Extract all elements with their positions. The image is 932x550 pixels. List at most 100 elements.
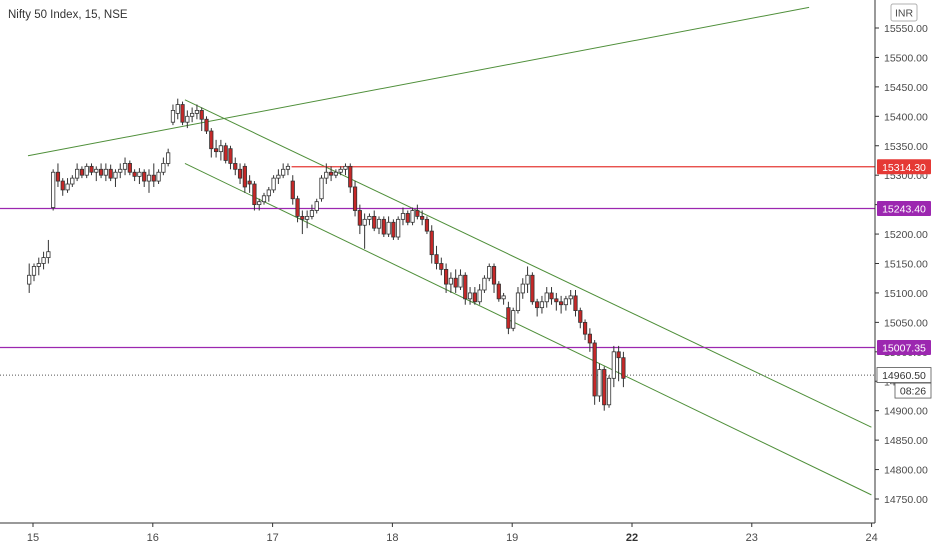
trend-line-3[interactable] — [184, 162, 872, 496]
candle[interactable] — [463, 272, 468, 305]
candle[interactable] — [27, 263, 32, 293]
candle[interactable] — [324, 163, 329, 185]
candle[interactable] — [276, 169, 281, 185]
candle[interactable] — [338, 166, 343, 176]
trend-line-2[interactable] — [184, 99, 872, 428]
candle[interactable] — [405, 210, 410, 226]
candle[interactable] — [592, 340, 597, 405]
candle[interactable] — [429, 225, 434, 264]
candle[interactable] — [84, 163, 89, 179]
candle[interactable] — [424, 216, 430, 235]
candle[interactable] — [487, 263, 492, 282]
candle[interactable] — [472, 287, 477, 305]
candle[interactable] — [458, 269, 463, 290]
candle[interactable] — [400, 207, 406, 226]
candle[interactable] — [175, 98, 180, 120]
candle[interactable] — [616, 345, 621, 382]
candle[interactable] — [127, 160, 132, 176]
candle[interactable] — [410, 207, 415, 226]
candle[interactable] — [75, 163, 80, 182]
candle[interactable] — [621, 351, 626, 388]
candle[interactable] — [367, 213, 372, 226]
candle[interactable] — [467, 287, 473, 305]
candle[interactable] — [118, 163, 123, 179]
candle[interactable] — [554, 292, 559, 311]
candle[interactable] — [79, 166, 85, 179]
candle[interactable] — [453, 269, 458, 293]
candle[interactable] — [36, 257, 41, 276]
candle[interactable] — [482, 275, 487, 293]
candle[interactable] — [108, 164, 113, 182]
candle[interactable] — [60, 178, 65, 196]
candle[interactable] — [506, 301, 511, 335]
candle[interactable] — [233, 157, 238, 176]
candle[interactable] — [511, 307, 516, 332]
candle[interactable] — [314, 198, 319, 214]
candle[interactable] — [544, 287, 549, 308]
candle[interactable] — [396, 216, 401, 240]
candle[interactable] — [55, 163, 61, 187]
candle[interactable] — [386, 216, 391, 238]
candle[interactable] — [520, 278, 525, 299]
candle[interactable] — [281, 163, 286, 179]
candle[interactable] — [137, 168, 142, 185]
candle[interactable] — [209, 128, 214, 158]
candle[interactable] — [103, 163, 108, 182]
candle[interactable] — [539, 295, 545, 314]
candle[interactable] — [218, 139, 223, 161]
candle[interactable] — [180, 101, 185, 126]
candle[interactable] — [568, 289, 573, 305]
candle[interactable] — [46, 239, 51, 264]
candle[interactable] — [491, 263, 497, 293]
candle[interactable] — [376, 216, 382, 235]
candle[interactable] — [549, 287, 554, 305]
candle[interactable] — [51, 169, 56, 211]
candle[interactable] — [300, 210, 305, 235]
candle[interactable] — [587, 328, 592, 352]
candle[interactable] — [31, 263, 37, 282]
candle[interactable] — [439, 257, 444, 276]
candle[interactable] — [70, 175, 75, 187]
candle[interactable] — [496, 281, 501, 302]
candle[interactable] — [204, 116, 209, 134]
candle[interactable] — [444, 263, 449, 293]
candle[interactable] — [530, 272, 535, 305]
candle[interactable] — [170, 104, 176, 126]
candle[interactable] — [559, 295, 564, 314]
candle[interactable] — [582, 319, 588, 341]
candle[interactable] — [391, 219, 396, 240]
candle[interactable] — [271, 175, 276, 193]
candle[interactable] — [602, 366, 607, 411]
candle[interactable] — [161, 157, 166, 176]
candle[interactable] — [535, 298, 540, 317]
currency-badge[interactable]: INR — [890, 3, 918, 22]
candle[interactable] — [223, 142, 228, 164]
candle[interactable] — [305, 210, 310, 229]
candle[interactable] — [113, 169, 118, 187]
candle[interactable] — [515, 287, 521, 314]
candle[interactable] — [343, 163, 348, 176]
candle[interactable] — [362, 213, 367, 249]
candle[interactable] — [309, 204, 315, 220]
candle[interactable] — [146, 169, 152, 193]
candle[interactable] — [501, 292, 506, 305]
candle[interactable] — [156, 169, 161, 185]
candle[interactable] — [420, 210, 425, 226]
candle[interactable] — [434, 245, 439, 270]
candle[interactable] — [372, 210, 377, 232]
candle[interactable] — [352, 181, 358, 217]
candle[interactable] — [381, 216, 386, 238]
candle[interactable] — [199, 107, 204, 132]
candle[interactable] — [285, 163, 291, 176]
candle[interactable] — [41, 251, 46, 270]
candle[interactable] — [573, 289, 578, 317]
candle[interactable] — [65, 178, 70, 193]
candle[interactable] — [290, 175, 295, 205]
candle[interactable] — [252, 181, 257, 211]
candle[interactable] — [151, 163, 156, 187]
candle[interactable] — [348, 163, 353, 193]
candle[interactable] — [257, 198, 262, 211]
candle[interactable] — [415, 204, 420, 220]
candle[interactable] — [266, 186, 271, 202]
candle[interactable] — [242, 163, 247, 193]
